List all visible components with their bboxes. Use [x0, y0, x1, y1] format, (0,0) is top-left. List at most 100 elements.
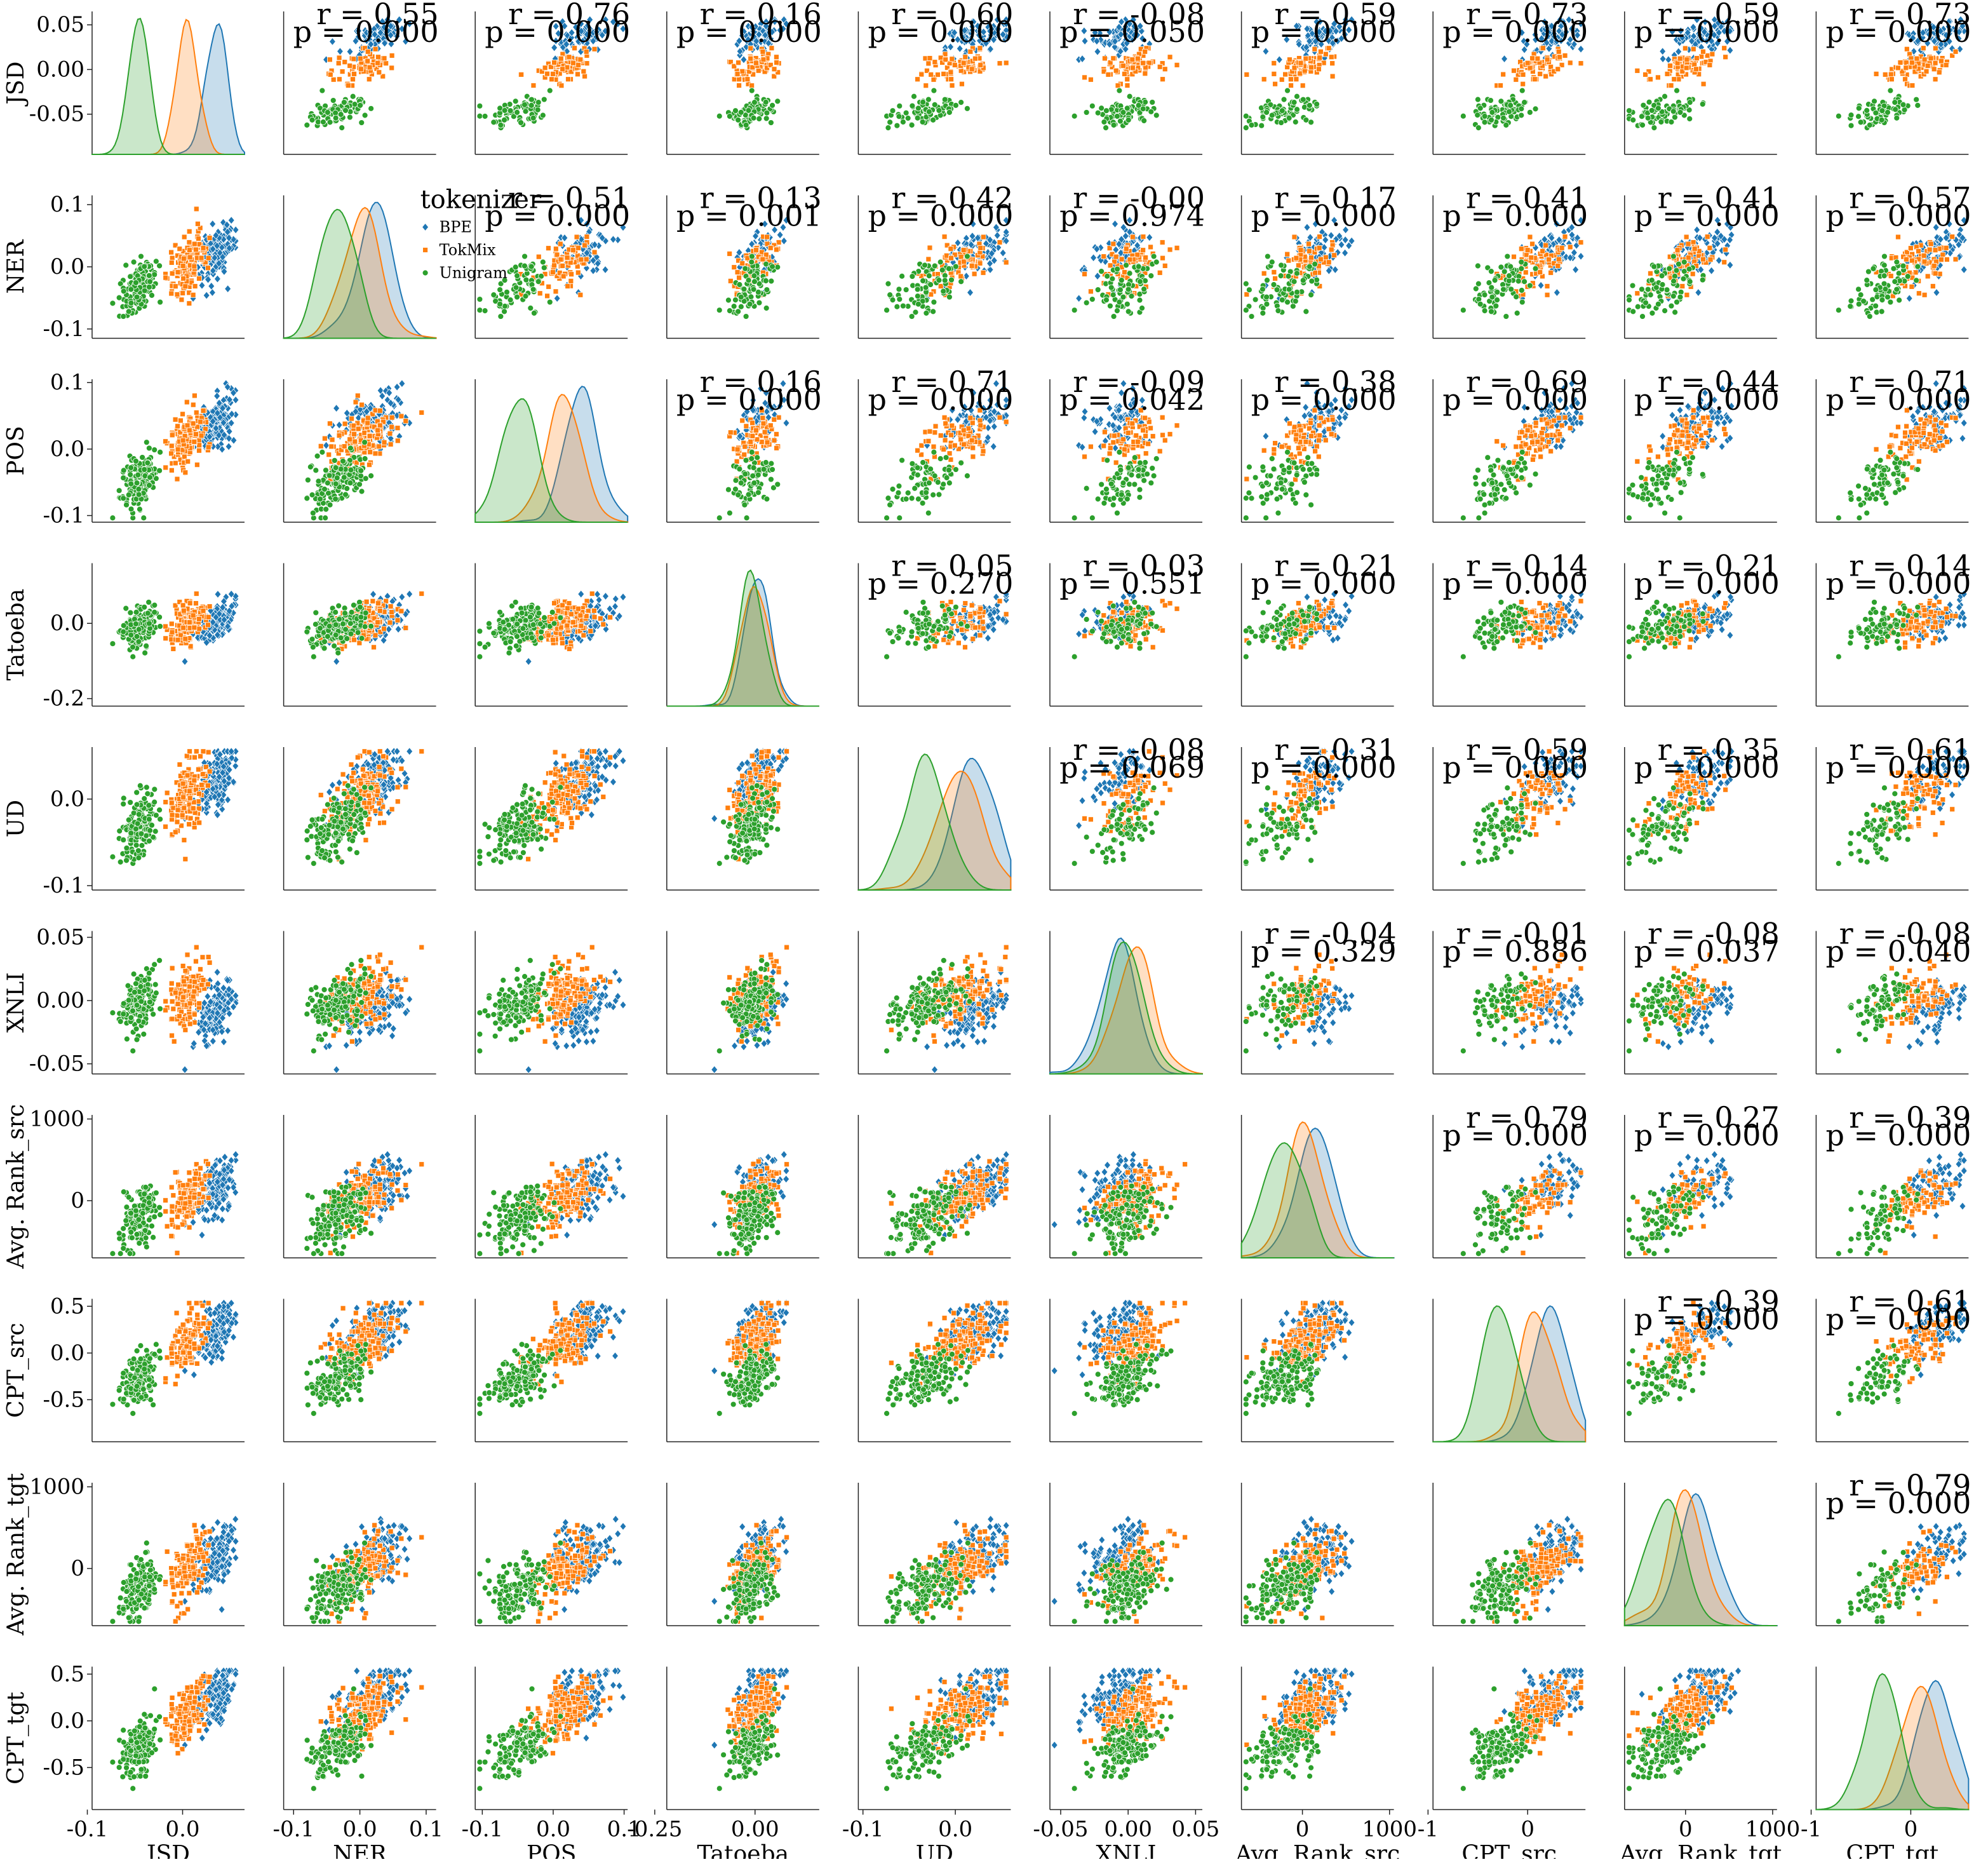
point-unigram-1-3-28: [716, 307, 722, 313]
point-tokmix-1-2-90: [553, 246, 558, 252]
point-tokmix-0-6-128: [1329, 55, 1334, 60]
ytick-label-NER-0.0: 0.0: [50, 254, 84, 280]
point-unigram-0-5-28: [1071, 113, 1077, 119]
point-tokmix-1-2-130: [565, 255, 570, 260]
point-tokmix-0-9-126: [1898, 60, 1903, 65]
point-tokmix-1-4-146: [969, 263, 974, 268]
point-tokmix-0-8-8: [1655, 75, 1660, 80]
point-tokmix-0-4-140: [961, 60, 966, 65]
point-unigram-0-4-58: [925, 97, 931, 102]
point-tokmix-0-5-140: [1141, 60, 1146, 65]
point-tokmix-0-7-78: [1512, 68, 1517, 73]
point-tokmix-0-7-128: [1557, 55, 1562, 60]
point-tokmix-1-0-122: [192, 283, 198, 288]
point-tokmix-0-3-126: [774, 60, 779, 65]
point-tokmix-1-3-128: [774, 247, 779, 252]
point-tokmix-1-4-78: [958, 254, 964, 259]
point-tokmix-1-2-44: [568, 278, 574, 283]
point-unigram-0-3-78: [763, 116, 769, 121]
point-tokmix-1-4-80: [926, 257, 931, 262]
point-unigram-0-1-126: [358, 102, 363, 108]
point-tokmix-0-7-144: [1538, 71, 1543, 76]
point-unigram-0-5-124: [1117, 88, 1122, 93]
point-tokmix-1-4-62: [927, 245, 932, 250]
point-unigram-0-8-144: [1627, 108, 1632, 114]
point-tokmix-0-8-0: [1635, 68, 1640, 73]
point-tokmix-0-1-36: [389, 53, 394, 58]
point-tokmix-1-0-73: [179, 297, 184, 302]
point-unigram-1-2-74: [523, 277, 529, 283]
point-tokmix-0-1-146: [358, 67, 363, 72]
ylabel-NER: NER: [3, 239, 29, 294]
point-tokmix-1-3-120: [760, 257, 765, 262]
corr-p-0-4: p = 0.000: [868, 15, 1013, 49]
point-tokmix-0-9-144: [1874, 71, 1879, 76]
point-unigram-0-1-136: [362, 112, 368, 118]
point-tokmix-1-3-132: [765, 234, 770, 239]
point-tokmix-0-8-144: [1665, 71, 1670, 76]
point-tokmix-0-6-148: [1289, 83, 1294, 88]
point-tokmix-0-4-100: [952, 62, 957, 67]
point-tokmix-0-9-106: [1904, 65, 1909, 71]
point-unigram-1-3-138: [751, 287, 756, 292]
point-unigram-0-9-84: [1902, 107, 1907, 112]
point-unigram-0-4-122: [903, 110, 909, 116]
point-tokmix-0-5-146: [1162, 67, 1167, 72]
point-unigram-0-6-110: [1294, 107, 1300, 112]
point-unigram-1-0-137: [152, 272, 158, 278]
point-unigram-1-3-132: [743, 314, 749, 320]
point-tokmix-0-6-26: [1330, 74, 1335, 79]
point-tokmix-0-8-102: [1648, 77, 1653, 82]
point-tokmix-0-8-108: [1643, 72, 1648, 77]
point-tokmix-0-1-118: [366, 77, 372, 82]
point-tokmix-0-3-58: [749, 83, 755, 88]
point-tokmix-0-4-148: [950, 83, 955, 88]
point-tokmix-0-1-84: [340, 69, 345, 74]
point-unigram-0-7-90: [1498, 98, 1504, 104]
point-unigram-1-0-140: [126, 309, 131, 314]
point-tokmix-0-5-134: [1111, 56, 1116, 61]
point-tokmix-0-4-138: [978, 62, 983, 67]
point-unigram-1-2-132: [498, 314, 504, 320]
point-tokmix-1-3-18: [776, 239, 781, 245]
point-tokmix-1-0-142: [192, 264, 197, 269]
point-tokmix-0-8-50: [1701, 81, 1706, 86]
point-unigram-0-3-132: [743, 122, 749, 128]
point-unigram-1-2-136: [540, 259, 546, 265]
point-tokmix-0-6-18: [1330, 61, 1335, 66]
point-tokmix-0-9-124: [1925, 63, 1930, 68]
point-unigram-0-3-28: [716, 113, 722, 119]
point-tokmix-0-5-76: [1143, 71, 1148, 76]
point-unigram-1-3-72: [756, 300, 762, 306]
point-tokmix-1-2-132: [574, 234, 579, 239]
point-tokmix-0-4-50: [959, 81, 964, 86]
point-tokmix-0-2-64: [575, 72, 580, 77]
point-unigram-0-4-124: [931, 88, 937, 93]
point-tokmix-0-7-146: [1555, 67, 1561, 72]
point-tokmix-0-5-108: [1106, 72, 1111, 77]
point-tokmix-1-2-72: [546, 246, 551, 251]
point-unigram-0-7-114: [1482, 119, 1488, 125]
point-unigram-0-8-120: [1687, 100, 1693, 105]
point-unigram-0-1-108: [320, 119, 326, 125]
point-unigram-0-9-28: [1836, 113, 1841, 119]
point-tokmix-0-7-142: [1535, 56, 1540, 61]
point-tokmix-1-2-68: [546, 284, 551, 289]
point-unigram-1-2-122: [497, 287, 503, 293]
point-bpe-1-2-88: [610, 236, 616, 243]
point-tokmix-0-6-54: [1283, 72, 1288, 77]
point-unigram-0-2-146: [502, 107, 507, 113]
point-tokmix-0-3-140: [753, 60, 758, 65]
point-tokmix-0-5-96: [1088, 77, 1093, 82]
point-unigram-0-9-122: [1873, 110, 1879, 116]
point-unigram-1-2-142: [497, 301, 503, 307]
point-unigram-1-3-140: [735, 309, 741, 314]
point-tokmix-0-9-104: [1909, 60, 1914, 65]
point-tokmix-1-3-140: [753, 248, 758, 253]
point-unigram-0-2-136: [540, 112, 546, 118]
point-unigram-0-8-132: [1640, 122, 1646, 128]
point-unigram-0-4-60: [910, 103, 915, 109]
point-tokmix-0-8-12: [1699, 54, 1704, 59]
point-tokmix-0-4-136: [943, 57, 948, 62]
point-unigram-0-6-140: [1303, 117, 1309, 123]
